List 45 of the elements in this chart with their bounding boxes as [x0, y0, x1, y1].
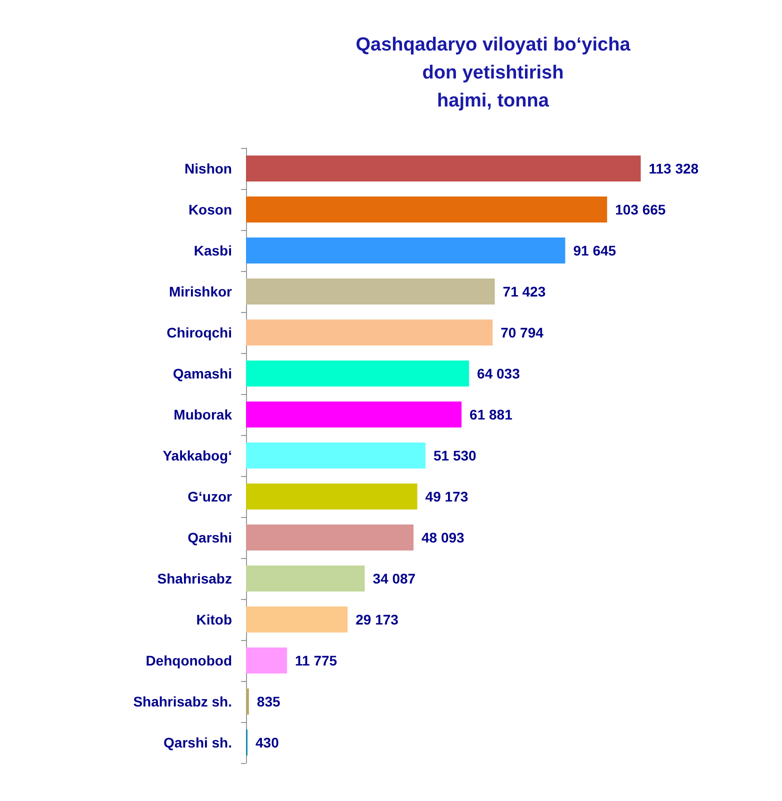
bar [246, 442, 426, 468]
bar [246, 688, 249, 714]
bar [246, 606, 348, 632]
bar [246, 402, 462, 428]
bar [246, 566, 365, 592]
data-label: 64 033 [477, 366, 520, 382]
y-tick-label: Chiroqchi [166, 324, 232, 340]
y-tick-label: Qamashi [172, 366, 232, 382]
data-label: 11 775 [295, 652, 338, 668]
data-label: 430 [256, 734, 280, 750]
data-label: 113 328 [648, 160, 699, 176]
bar [246, 360, 470, 386]
data-label: 29 173 [356, 612, 399, 628]
y-tick-label: Dehqonobod [146, 652, 232, 668]
y-tick-label: Qarshi sh. [164, 734, 232, 750]
data-label: 835 [256, 694, 280, 710]
bar [246, 156, 641, 182]
y-tick-label: Kitob [196, 612, 232, 628]
data-label: 49 173 [425, 488, 468, 504]
y-tick-label: Yakkabog‘ [162, 448, 232, 464]
data-label: 70 794 [500, 324, 544, 340]
bar [246, 648, 288, 674]
bar [246, 278, 495, 304]
y-tick-label: Nishon [184, 160, 232, 176]
data-label: 103 665 [615, 202, 666, 218]
data-label: 34 087 [372, 570, 416, 586]
bar [246, 484, 418, 510]
bar [246, 196, 608, 222]
bar [246, 238, 566, 264]
y-tick-label: Koson [188, 202, 232, 218]
data-label: 51 530 [433, 448, 477, 464]
data-label: 48 093 [422, 530, 465, 546]
y-tick-label: Qarshi [188, 530, 232, 546]
y-tick-label: Shahrisabz [157, 570, 232, 586]
y-tick-label: Kasbi [194, 242, 232, 258]
data-label: 71 423 [502, 284, 546, 300]
bar [246, 524, 414, 550]
chart-title: Qashqadaryo viloyati bo‘yicha don yetishtirish hajmi, tonna [356, 34, 631, 112]
data-label: 61 881 [470, 406, 513, 422]
y-tick-label: Shahrisabz sh. [133, 694, 232, 710]
y-tick-label: Mirishkor [168, 284, 233, 300]
bar [246, 320, 493, 346]
data-label: 91 645 [573, 242, 616, 258]
y-tick-label: Muborak [174, 406, 232, 422]
y-tick-label: G‘uzor [188, 488, 233, 504]
